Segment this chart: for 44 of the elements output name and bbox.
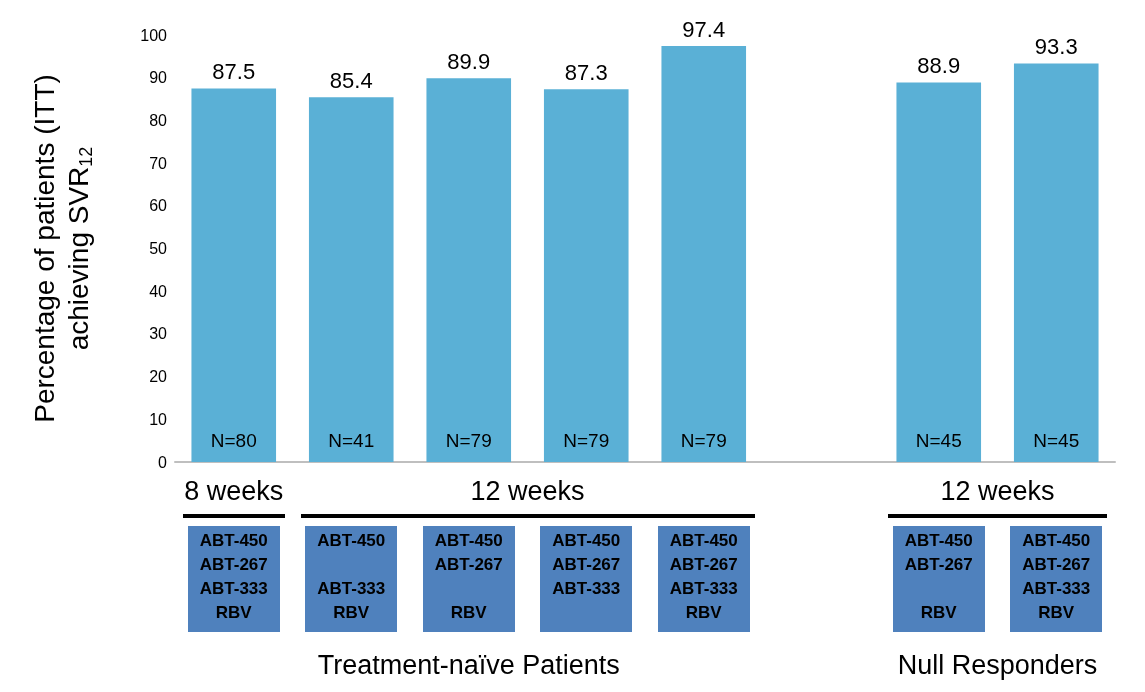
annotation: N=79: [445, 430, 492, 452]
text: 12 weeks: [940, 476, 1055, 507]
y-tick-label: 10: [149, 410, 168, 428]
text: 12 weeks: [470, 476, 585, 507]
y-tick-label: 50: [149, 240, 168, 257]
category-label: ABT-450 ABT-333 RBV: [317, 530, 386, 622]
text: Treatment-naïve Patients: [317, 650, 620, 681]
y-tick-label: 20: [149, 368, 168, 386]
bar: [191, 88, 277, 462]
x-tick-label: ABT-450 ABT-267 ABT-333 RBV: [669, 530, 738, 622]
x-tick-label: ABT-450 ABT-267 ABT-333 RBV: [199, 530, 268, 622]
bar: [426, 78, 512, 462]
text: Null Responders: [897, 650, 1098, 681]
y-tick-label: 40: [149, 282, 168, 300]
data-label: 87.5: [212, 58, 256, 84]
data-label: 87.3: [564, 59, 608, 85]
x-tick-label: ABT-450 ABT-267 ABT-333: [552, 530, 621, 598]
y-tick-label: 90: [149, 69, 168, 87]
annotation: N=45: [915, 430, 962, 452]
annotation: N=79: [680, 430, 727, 452]
y-tick-label: 0: [158, 453, 168, 471]
annotation: N=45: [1033, 430, 1080, 452]
x-tick-label: ABT-450 ABT-267 ABT-333 RBV: [1022, 530, 1091, 622]
bar: [308, 97, 394, 462]
data-label: 97.4: [682, 16, 726, 42]
data-label: 89.9: [447, 48, 491, 74]
bar: [543, 89, 629, 462]
category-label: ABT-450 ABT-267 RBV: [434, 530, 503, 622]
annotation: N=79: [563, 430, 610, 452]
y-tick-label: 60: [149, 197, 168, 215]
y-tick-label: 30: [149, 325, 168, 343]
category-label: ABT-450 ABT-267 RBV: [904, 530, 973, 622]
bar: [1013, 63, 1099, 462]
text: 8 weeks: [184, 476, 284, 507]
bar: [896, 82, 982, 462]
data-label: 85.4: [329, 67, 373, 93]
bar: [661, 46, 747, 462]
y-tick-label: 100: [140, 26, 168, 44]
annotation: N=80: [210, 430, 257, 452]
data-label: 93.3: [1034, 34, 1078, 60]
y-tick-label: 80: [149, 111, 168, 129]
data-label: 88.9: [917, 52, 961, 78]
y-tick-label: 70: [149, 154, 168, 172]
annotation: N=41: [328, 430, 375, 452]
